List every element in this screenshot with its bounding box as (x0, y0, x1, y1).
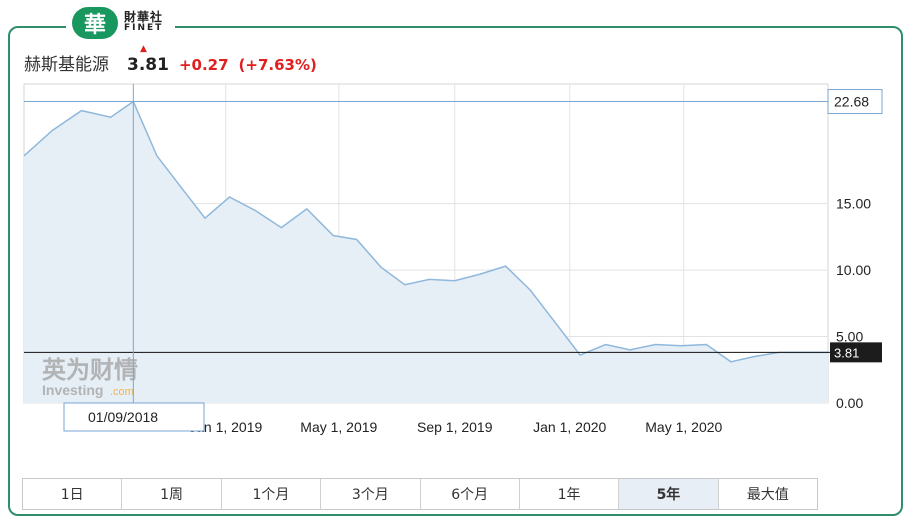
watermark-suffix: .com (110, 386, 134, 398)
stock-name: 赫斯基能源 (24, 55, 109, 75)
x-tick-label: Sep 1, 2019 (417, 419, 493, 435)
range-tab[interactable]: 最大值 (746, 487, 789, 503)
y-tick-label: 15.00 (836, 196, 871, 212)
range-tabs: 1日 1周 1个月 3个月 6个月 1年 5年 最大值 (22, 478, 818, 510)
x-tick-label: May 1, 2019 (300, 419, 377, 435)
current-price-box (830, 342, 882, 363)
y-tick-label: 0.00 (836, 395, 863, 411)
logo-text: 財華社 FINET (124, 10, 164, 34)
x-axis-labels: Jan 1, 2019 May 1, 2019 Sep 1, 2019 Jan 1, … (189, 419, 722, 435)
watermark-cn: 英为财情 (42, 357, 138, 384)
range-tab[interactable]: 5年 (619, 479, 719, 509)
current-price-label: 3.81 (834, 345, 859, 360)
range-tab[interactable]: 1个月 (222, 479, 322, 509)
crosshair-date-label: 01/09/2018 (88, 409, 158, 425)
range-tab[interactable]: 1年 (520, 479, 620, 509)
stock-price: 3.81 (127, 55, 169, 75)
crosshair-date-box (63, 402, 205, 432)
logo-badge: 華 (72, 7, 118, 39)
price-line (23, 100, 828, 363)
watermark-en: Investing (42, 382, 103, 398)
quote-header: 赫斯基能源 3.81 +0.27 (+7.63%) (24, 50, 317, 75)
x-tick-label: May 1, 2020 (645, 419, 722, 435)
chart-widget-frame (8, 26, 903, 516)
crosshair-value-box (827, 89, 883, 115)
range-tab[interactable]: 1周 (122, 479, 222, 509)
crosshair-value-label: 22.68 (834, 94, 869, 110)
price-change-pct: (+7.63%) (238, 56, 317, 74)
logo-en: FINET (124, 23, 164, 33)
range-tab[interactable]: 1日 (23, 479, 123, 509)
price-area-fill (24, 101, 828, 403)
price-change: +0.27 (178, 56, 229, 74)
investing-watermark: 英为财情 Investing .com (42, 357, 138, 398)
x-tick-label: Jan 1, 2019 (189, 419, 262, 435)
range-tab[interactable]: 6个月 (421, 479, 520, 509)
x-tick-label: Jan 1, 2020 (533, 419, 606, 435)
finet-logo: 華 財華社 FINET (66, 6, 176, 40)
range-tab[interactable]: 3个月 (321, 479, 421, 509)
y-axis-labels: 0.00 5.00 10.00 15.00 (836, 196, 871, 411)
up-arrow-icon: ▲ (140, 44, 147, 54)
logo-cn: 財華社 (124, 10, 164, 24)
y-tick-label: 10.00 (836, 262, 871, 278)
y-tick-label: 5.00 (836, 329, 863, 345)
